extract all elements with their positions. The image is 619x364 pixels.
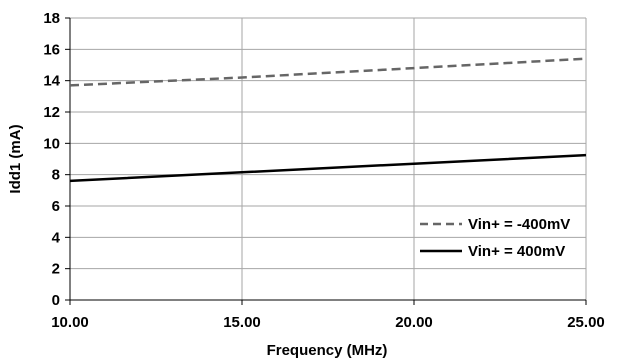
x-tick-label: 10.00 <box>51 314 89 331</box>
x-axis-title: Frequency (MHz) <box>267 342 388 359</box>
legend-label-series-1: Vin+ = -400mV <box>468 216 570 233</box>
x-tick-label: 25.00 <box>567 314 605 331</box>
y-axis-title: Idd1 (mA) <box>7 124 24 193</box>
series-line-2 <box>69 153 587 183</box>
y-tick-label: 16 <box>43 41 60 58</box>
y-tick-label: 4 <box>52 229 61 246</box>
x-axis-ticks: 10.00 15.00 20.00 25.00 <box>51 314 605 331</box>
series-line-1 <box>69 57 587 87</box>
y-tick-label: 10 <box>43 135 60 152</box>
y-tick-label: 14 <box>43 73 60 90</box>
legend-label-series-2: Vin+ = 400mV <box>468 243 565 260</box>
y-tick-label: 0 <box>52 292 60 309</box>
x-tick-label: 20.00 <box>395 314 433 331</box>
series-lines <box>69 57 587 183</box>
y-tick-label: 18 <box>43 10 60 27</box>
x-tick-label: 15.00 <box>223 314 261 331</box>
y-tick-label: 8 <box>52 167 60 184</box>
y-tick-label: 12 <box>43 104 60 121</box>
y-axis-ticks: 0 2 4 6 8 10 12 14 16 18 <box>43 10 60 309</box>
y-tick-label: 2 <box>52 261 60 278</box>
y-tick-label: 6 <box>52 198 60 215</box>
legend: Vin+ = -400mV Vin+ = 400mV <box>420 216 570 260</box>
axes <box>65 17 587 305</box>
